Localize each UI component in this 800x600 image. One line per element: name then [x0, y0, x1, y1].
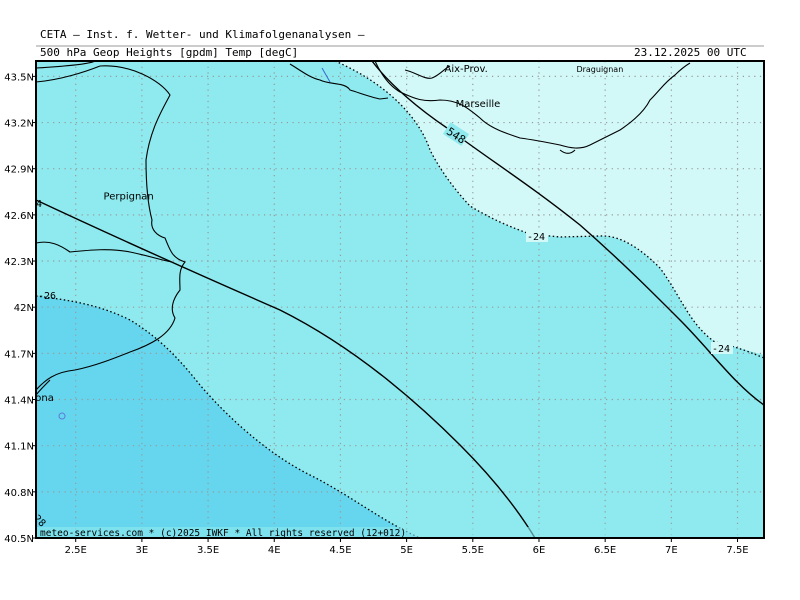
temperature-band-warm: [335, 61, 764, 355]
chart-title: CETA – Inst. f. Wetter- und Klimafolgena…: [40, 28, 365, 41]
tick-label-lat: 41.4N: [4, 396, 34, 407]
tick-label-lon: 5E: [400, 545, 413, 556]
footer-bar: [36, 527, 764, 538]
tick-label-lon: 7.5E: [726, 545, 748, 556]
label-bg-548: [442, 122, 470, 146]
axis-ticks: 2.5E 3E 3.5E 4E 4.5E 5E 5.5E 6E 6.5E 7E 7.5E 43.5N 4…: [4, 72, 748, 556]
tick-label-lat: 40.5N: [4, 534, 34, 545]
tick-label-lon: 2.5E: [65, 545, 87, 556]
tick-label-lon: 4E: [268, 545, 281, 556]
contour-label-edge: 4: [36, 199, 42, 210]
tick-label-lat: 41.7N: [4, 349, 34, 360]
tick-label-lon: 5.5E: [462, 545, 484, 556]
tick-label-lon: 6.5E: [594, 545, 616, 556]
tick-label-lat: 43.2N: [4, 119, 34, 130]
contour-label-minus-26: -26: [38, 291, 56, 302]
cities: Aix-Prov. Draguignan Marseille Perpignan Bar…: [4, 64, 623, 420]
tick-label-lat: 42N: [14, 303, 34, 314]
city-label: Barcelona: [4, 393, 54, 404]
temperature-band-cold: [36, 296, 420, 538]
chart-subtitle: 500 hPa Geop Heights [gpdm] Temp [degC]: [40, 46, 299, 59]
contour-label-minus-24-b: -24: [712, 344, 730, 355]
tick-label-lat: 42.6N: [4, 211, 34, 222]
tick-label-lat: 43.5N: [4, 72, 34, 83]
tick-label-lon: 7E: [665, 545, 678, 556]
tick-label-lon: 3.5E: [197, 545, 219, 556]
tick-label-lat: 42.9N: [4, 165, 34, 176]
city-label: Perpignan: [104, 191, 154, 202]
valid-time: 23.12.2025 00 UTC: [634, 46, 747, 59]
city-label: Aix-Prov.: [445, 64, 488, 75]
geopotential-contour-southwest: [36, 199, 536, 538]
tick-label-lat: 42.3N: [4, 257, 34, 268]
city-label: Draguignan: [576, 65, 623, 74]
tick-label-lat: 40.8N: [4, 488, 34, 499]
label-bg-minus-24-a: [526, 230, 548, 242]
tick-label-lat: 41.1N: [4, 442, 34, 453]
tick-label-lon: 6E: [533, 545, 546, 556]
city-label: Marseille: [456, 99, 501, 110]
label-bg-minus-24-b: [711, 342, 733, 354]
city-marker: [58, 412, 66, 420]
rhone-river: [321, 67, 331, 83]
isotherm-minus-26: [36, 295, 421, 538]
tick-label-lon: 4.5E: [329, 545, 351, 556]
map-area: Aix-Prov. Draguignan Marseille Perpignan Bar…: [4, 61, 764, 539]
tick-label-lon: 3E: [136, 545, 149, 556]
copyright-text: meteo-services.com * (c)2025 IWKF * All …: [40, 528, 406, 539]
geopotential-contour-548: [371, 61, 764, 406]
map-frame: [35, 60, 765, 539]
contour-label-minus-24-a: -24: [527, 232, 545, 243]
contour-label-minus-28: -28: [27, 509, 48, 530]
